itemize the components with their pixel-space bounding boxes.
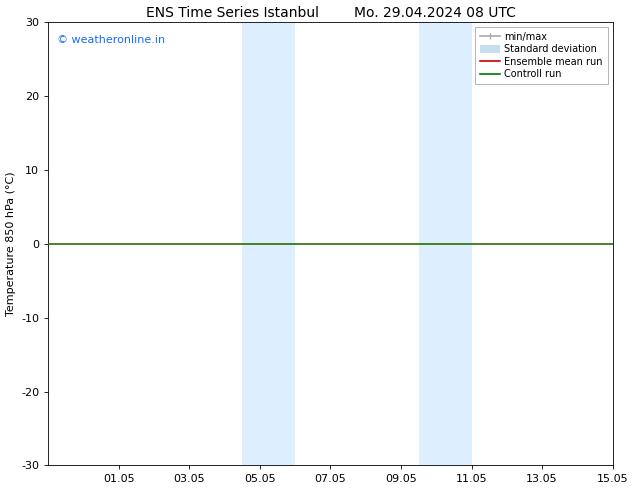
Bar <box>418 22 445 465</box>
Bar <box>269 22 295 465</box>
Bar <box>242 22 269 465</box>
Title: ENS Time Series Istanbul        Mo. 29.04.2024 08 UTC: ENS Time Series Istanbul Mo. 29.04.2024 … <box>146 5 515 20</box>
Text: © weatheronline.in: © weatheronline.in <box>56 35 165 46</box>
Bar <box>445 22 472 465</box>
Legend: min/max, Standard deviation, Ensemble mean run, Controll run: min/max, Standard deviation, Ensemble me… <box>476 27 608 84</box>
Y-axis label: Temperature 850 hPa (°C): Temperature 850 hPa (°C) <box>6 172 16 316</box>
